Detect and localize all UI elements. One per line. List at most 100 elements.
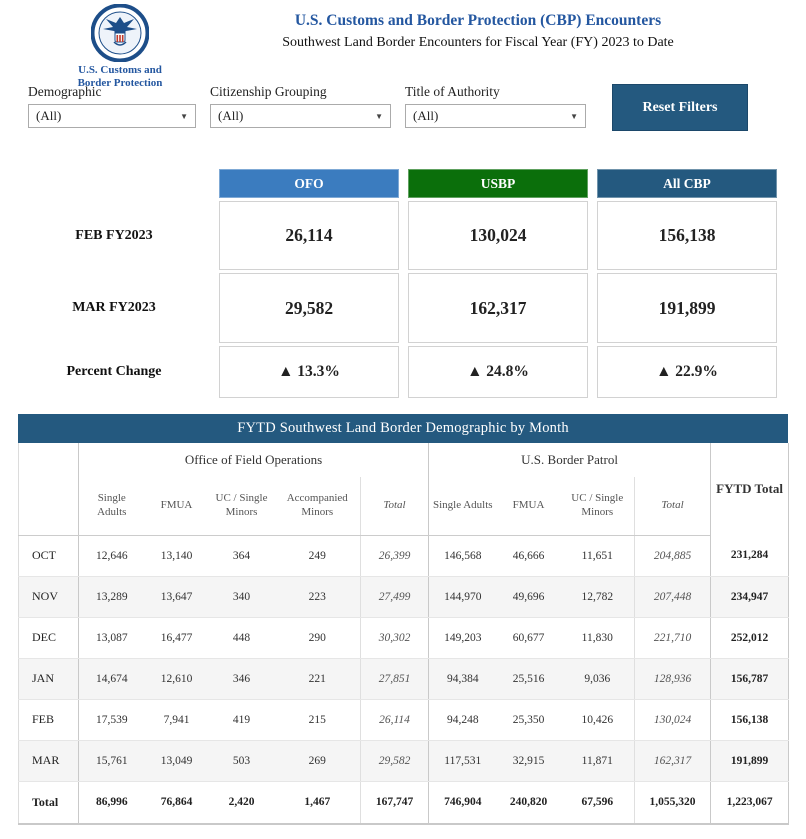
cbp-logo: U.S. Customs and Border Protection — [55, 4, 185, 89]
column-header: UC / Single Minors — [560, 477, 635, 536]
filter-demographic: Demographic (All) ▼ — [28, 84, 196, 128]
demographic-table: Office of Field Operations U.S. Border Pa… — [18, 443, 790, 825]
column-header: FMUA — [144, 477, 209, 536]
chevron-down-icon: ▼ — [570, 111, 578, 121]
table-cell: 60,677 — [496, 617, 561, 659]
summary-column-header-all-cbp[interactable]: All CBP — [597, 169, 777, 198]
table-cell: 25,350 — [496, 699, 561, 741]
table-cell: 156,138 — [710, 699, 789, 741]
table-cell: 234,947 — [710, 576, 789, 618]
table-cell: 26,114 — [359, 699, 429, 741]
summary-value: 191,899 — [597, 273, 777, 343]
summary-value: 156,138 — [597, 201, 777, 270]
summary-row-label: Percent Change — [66, 364, 162, 379]
title-of-authority-dropdown[interactable]: (All) ▼ — [405, 104, 586, 128]
table-cell: 162,317 — [634, 740, 711, 782]
table-cell: 13,140 — [144, 535, 209, 577]
table-cell: 149,203 — [428, 617, 497, 659]
table-cell: 86,996 — [78, 780, 145, 824]
table-cell: 221 — [274, 658, 361, 700]
column-header-fytd-total: FYTD Total — [710, 443, 789, 535]
row-label-spacer — [18, 477, 79, 536]
column-header: FMUA — [496, 477, 561, 536]
table-cell: 204,885 — [634, 535, 711, 577]
filter-title-of-authority: Title of Authority (All) ▼ — [405, 84, 586, 128]
table-cell: 117,531 — [428, 740, 497, 782]
table-cell: 27,851 — [359, 658, 429, 700]
table-cell: 2,420 — [208, 780, 275, 824]
summary-value: 130,024 — [408, 201, 588, 270]
table-cell: 49,696 — [496, 576, 561, 618]
table-cell: 11,871 — [560, 740, 635, 782]
summary-column-header-usbp[interactable]: USBP — [408, 169, 588, 198]
filter-citizenship-grouping: Citizenship Grouping (All) ▼ — [210, 84, 391, 128]
table-cell: 269 — [274, 740, 361, 782]
table-row: OCT 12,646 13,140 364 249 26,399 146,568 46,666… — [18, 535, 789, 577]
table-cell: 13,087 — [78, 617, 145, 659]
column-header: Total — [359, 477, 429, 536]
demographic-dropdown[interactable]: (All) ▼ — [28, 104, 196, 128]
dropdown-value: (All) — [36, 108, 62, 123]
table-row: JAN 14,674 12,610 346 221 27,851 94,384 25,516 9… — [18, 658, 789, 700]
column-group-usbp: U.S. Border Patrol — [428, 443, 711, 477]
table-cell: 15,761 — [78, 740, 145, 782]
table-cell: 167,747 — [359, 780, 429, 824]
reset-filters-button[interactable]: Reset Filters — [612, 84, 748, 131]
table-cell: 9,036 — [560, 658, 635, 700]
table-cell: 29,582 — [359, 740, 429, 782]
summary-corner-spacer — [18, 169, 210, 198]
cbp-seal-icon — [91, 4, 149, 62]
table-cell: 26,399 — [359, 535, 429, 577]
monthly-table-section: FYTD Southwest Land Border Demographic b… — [18, 414, 790, 825]
table-cell: 746,904 — [428, 780, 497, 824]
table-cell: 128,936 — [634, 658, 711, 700]
page-subtitle: Southwest Land Border Encounters for Fis… — [282, 35, 674, 50]
table-cell: 1,055,320 — [634, 780, 711, 824]
column-group-row: Office of Field Operations U.S. Border Pa… — [18, 443, 789, 535]
table-cell: 12,610 — [144, 658, 209, 700]
row-label: NOV — [18, 576, 79, 618]
row-label: DEC — [18, 617, 79, 659]
table-cell: 12,782 — [560, 576, 635, 618]
citizenship-grouping-dropdown[interactable]: (All) ▼ — [210, 104, 391, 128]
chevron-down-icon: ▼ — [180, 111, 188, 121]
summary-value: ▲ 24.8% — [408, 346, 588, 398]
table-cell: 221,710 — [634, 617, 711, 659]
table-cell: 30,302 — [359, 617, 429, 659]
table-cell: 346 — [208, 658, 275, 700]
table-cell: 16,477 — [144, 617, 209, 659]
column-header: Single Adults — [428, 477, 497, 536]
row-label: MAR — [18, 740, 79, 782]
table-cell: 223 — [274, 576, 361, 618]
table-cell: 67,596 — [560, 780, 635, 824]
row-label-spacer — [18, 443, 79, 477]
table-cell: 10,426 — [560, 699, 635, 741]
column-header: Accompanied Minors — [274, 477, 361, 536]
table-cell: 340 — [208, 576, 275, 618]
chevron-down-icon: ▼ — [375, 111, 383, 121]
table-cell: 249 — [274, 535, 361, 577]
summary-column-header-ofo[interactable]: OFO — [219, 169, 399, 198]
table-cell: 448 — [208, 617, 275, 659]
table-cell: 94,384 — [428, 658, 497, 700]
table-cell: 252,012 — [710, 617, 789, 659]
table-cell: 503 — [208, 740, 275, 782]
table-row: MAR 15,761 13,049 503 269 29,582 117,531 32,915… — [18, 740, 789, 782]
table-cell: 231,284 — [710, 535, 789, 577]
column-header: Total — [634, 477, 711, 536]
table-row: NOV 13,289 13,647 340 223 27,499 144,970 49,696… — [18, 576, 789, 618]
summary-value: 29,582 — [219, 273, 399, 343]
logo-text: U.S. Customs and Border Protection — [77, 64, 163, 89]
summary-value: 162,317 — [408, 273, 588, 343]
summary-table: OFO USBP All CBP FEB FY2023 26,114 130,024 156… — [18, 169, 788, 398]
table-cell: 14,674 — [78, 658, 145, 700]
row-label: OCT — [18, 535, 79, 577]
table-cell: 25,516 — [496, 658, 561, 700]
table-cell: 11,830 — [560, 617, 635, 659]
table-cell: 12,646 — [78, 535, 145, 577]
page-header: U.S. Customs and Border Protection U.S. … — [18, 0, 788, 89]
table-cell: 13,049 — [144, 740, 209, 782]
page-title: U.S. Customs and Border Protection (CBP)… — [294, 12, 662, 29]
table-cell: 215 — [274, 699, 361, 741]
